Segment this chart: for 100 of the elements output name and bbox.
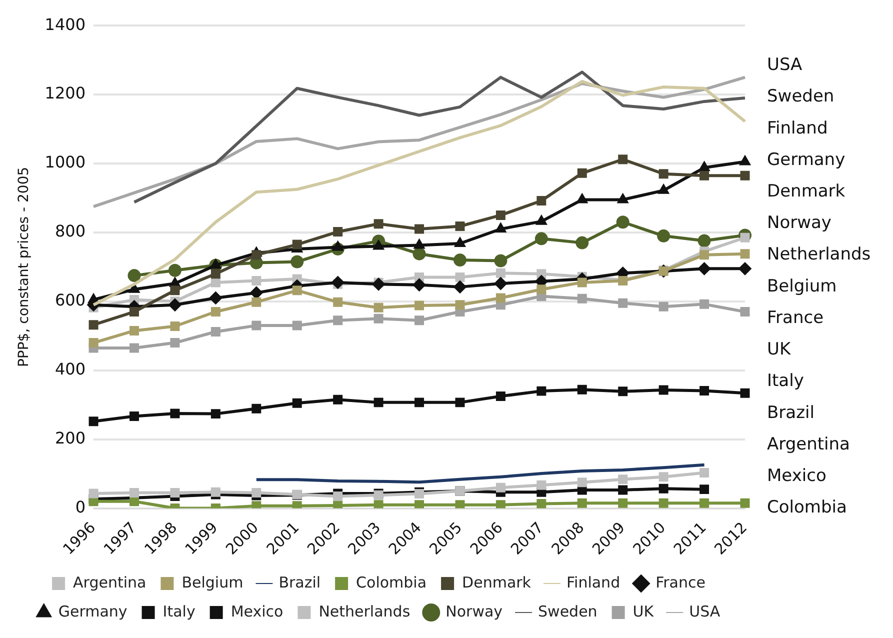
point [129, 488, 139, 498]
point [252, 276, 262, 286]
point [252, 404, 262, 414]
legend-label: Germany [58, 602, 128, 620]
point [88, 488, 98, 498]
legend-label: Netherlands [318, 602, 410, 620]
point [740, 232, 750, 242]
point [576, 193, 588, 204]
point [412, 278, 426, 292]
point [494, 276, 508, 290]
point [372, 278, 386, 291]
text: Belgium [767, 276, 837, 296]
point [210, 487, 220, 497]
y-tick-label: 800 [54, 222, 86, 241]
text: USA [767, 55, 803, 76]
point [292, 320, 302, 330]
point [739, 155, 751, 166]
text: Germany [767, 150, 846, 170]
text: Finland [767, 118, 828, 138]
point [332, 240, 344, 251]
point [168, 298, 182, 312]
legend-label: France [656, 573, 706, 592]
point [618, 474, 628, 484]
y-axis-title: PPP$, constant prices - 2005 [16, 166, 32, 368]
point [414, 316, 424, 326]
point [536, 214, 548, 225]
point [414, 224, 424, 234]
point [250, 286, 263, 300]
point [658, 472, 668, 482]
point [210, 409, 220, 419]
point [129, 307, 139, 317]
legend-label: Brazil [278, 573, 321, 592]
point [292, 286, 302, 296]
text: Argentina [767, 434, 850, 454]
point [495, 222, 506, 233]
point [455, 272, 465, 282]
legend-label: UK [632, 602, 655, 620]
point [618, 298, 628, 308]
point [577, 168, 587, 178]
point [536, 196, 546, 206]
text: UK [767, 340, 792, 360]
y-tick-label: 1200 [44, 84, 86, 103]
point [658, 184, 670, 194]
legend-label: USA [689, 602, 721, 620]
point [700, 498, 710, 508]
text: Brazil [767, 402, 814, 423]
point [698, 234, 711, 248]
point [129, 496, 139, 506]
point [740, 388, 750, 398]
point [658, 498, 668, 508]
point [129, 411, 139, 421]
point [292, 240, 302, 250]
point [333, 227, 343, 237]
point [698, 262, 711, 276]
point [252, 488, 262, 498]
point [616, 216, 630, 229]
point [333, 316, 343, 326]
point [374, 219, 384, 229]
point [374, 500, 384, 508]
point [740, 249, 750, 259]
legend-label: Denmark [462, 573, 532, 592]
legend-label: Sweden [538, 602, 598, 620]
text: France [767, 308, 824, 328]
point [453, 280, 466, 294]
legend-label: Colombia [356, 573, 427, 592]
point [577, 384, 587, 394]
point [372, 240, 384, 250]
point [88, 416, 98, 426]
point [374, 398, 384, 408]
point [290, 255, 304, 268]
legend-label: Mexico [230, 602, 284, 620]
point [700, 468, 710, 478]
text: Sweden [767, 86, 834, 107]
point [292, 398, 302, 408]
point [700, 170, 710, 180]
point [700, 484, 710, 494]
point [496, 391, 506, 401]
point [618, 386, 628, 396]
point [170, 322, 180, 331]
point [496, 268, 506, 278]
point [252, 250, 262, 260]
point [88, 320, 98, 330]
point [333, 394, 343, 404]
point [331, 276, 344, 289]
text: Norway [767, 213, 832, 234]
point [374, 302, 384, 312]
point [576, 236, 589, 250]
point [577, 294, 587, 304]
point [252, 320, 262, 330]
legend-label: Argentina [73, 573, 146, 592]
point [496, 293, 506, 303]
point [412, 247, 426, 260]
point [414, 238, 425, 249]
y-tick-label: 0 [75, 497, 86, 516]
point [658, 302, 668, 312]
point [536, 499, 546, 508]
legend-label: Norway [446, 602, 503, 620]
point [414, 398, 424, 408]
point [534, 232, 548, 246]
point [170, 408, 180, 418]
